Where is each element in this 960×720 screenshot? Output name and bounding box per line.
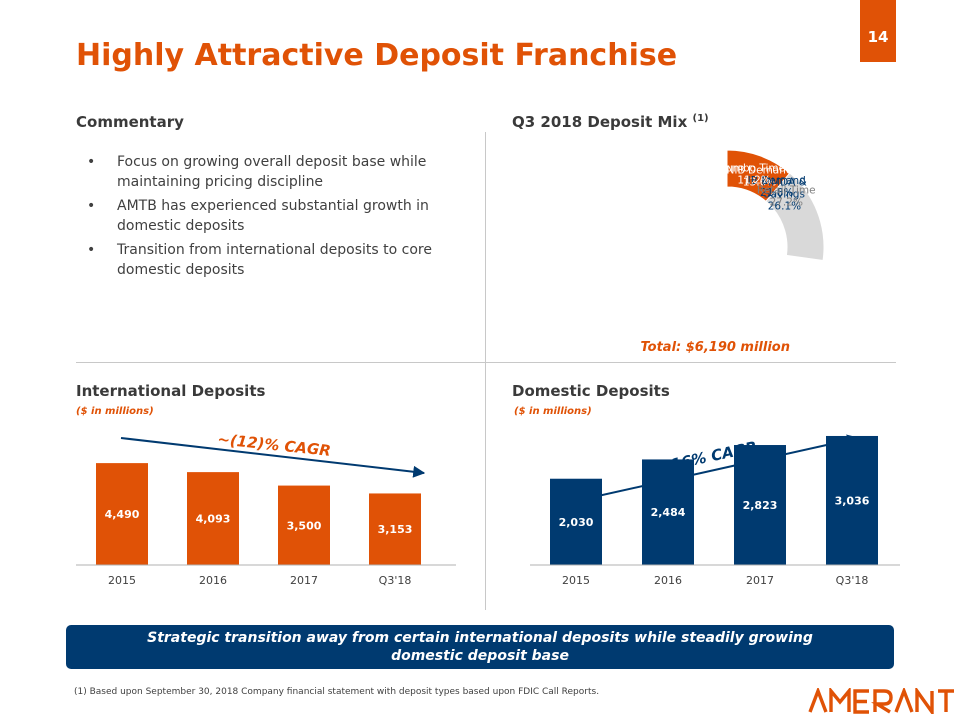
international-trend-arrow xyxy=(120,437,426,478)
deposit-mix-donut: NIB Demand 13.6%IB Demand 21.8%MMDA & Savin… xyxy=(722,149,825,262)
bar-category-label: Q3'18 xyxy=(836,574,869,587)
bar-category-label: 2015 xyxy=(108,574,136,587)
footnote: (1) Based upon September 30, 2018 Compan… xyxy=(74,687,600,697)
page-title: Highly Attractive Deposit Franchise xyxy=(76,38,678,73)
bar xyxy=(278,485,330,565)
bar-category-label: 2015 xyxy=(562,574,590,587)
international-heading: International Deposits xyxy=(76,382,266,400)
international-bar-chart: ~(12)% CAGR 4,49020154,09320163,50020173… xyxy=(76,430,456,587)
amerant-logo xyxy=(808,688,954,714)
bar-value-label: 3,153 xyxy=(378,523,413,536)
donut-slice-label: IB Demand 21.8% xyxy=(748,175,806,199)
donut-slice-label: Retail Time 27.2% xyxy=(757,185,816,209)
commentary-bullet: Focus on growing overall deposit base wh… xyxy=(86,152,446,192)
page-number: 14 xyxy=(860,0,896,62)
bar xyxy=(826,435,878,565)
commentary-bullets: Focus on growing overall deposit base wh… xyxy=(86,152,446,284)
donut-slice-label: Jumbo Time 11.2% xyxy=(722,162,785,186)
commentary-bullet: AMTB has experienced substantial growth … xyxy=(86,196,446,236)
domestic-heading: Domestic Deposits xyxy=(512,382,670,400)
bar xyxy=(734,445,786,565)
vertical-divider xyxy=(485,132,486,610)
bar-value-label: 2,484 xyxy=(651,506,686,519)
bar-value-label: 3,500 xyxy=(287,519,322,532)
commentary-heading: Commentary xyxy=(76,113,184,131)
horizontal-divider xyxy=(76,362,896,363)
bar-value-label: 3,036 xyxy=(835,494,870,507)
deposit-mix-total: Total: $6,190 million xyxy=(640,340,790,355)
domestic-unit: ($ in millions) xyxy=(514,406,592,417)
deposit-mix-footnote-ref: (1) xyxy=(692,113,709,124)
summary-banner: Strategic transition away from certain i… xyxy=(66,625,894,669)
bar xyxy=(550,478,602,565)
international-unit: ($ in millions) xyxy=(76,406,154,417)
bar-category-label: Q3'18 xyxy=(379,574,412,587)
bar-value-label: 4,093 xyxy=(196,513,231,526)
bar xyxy=(642,459,694,565)
donut-slice-label: NIB Demand 13.6% xyxy=(727,165,793,189)
bar-value-label: 2,823 xyxy=(743,499,778,512)
bar-category-label: 2017 xyxy=(746,574,774,587)
donut-slice-label: MMDA & Savings 26.1% xyxy=(762,176,807,212)
deposit-mix-heading-text: Q3 2018 Deposit Mix xyxy=(512,113,688,131)
donut-slice xyxy=(726,149,791,202)
bar-category-label: 2016 xyxy=(199,574,227,587)
bar xyxy=(187,472,239,565)
bar xyxy=(96,463,148,565)
summary-banner-text: Strategic transition away from certain i… xyxy=(147,630,813,664)
bar-value-label: 4,490 xyxy=(105,508,140,521)
domestic-trend-arrow xyxy=(561,434,860,505)
bar xyxy=(369,493,421,565)
commentary-bullet: Transition from international deposits t… xyxy=(86,240,446,280)
bar-category-label: 2016 xyxy=(654,574,682,587)
deposit-mix-heading: Q3 2018 Deposit Mix (1) xyxy=(512,113,709,131)
bar-value-label: 2,030 xyxy=(559,516,594,529)
domestic-bar-chart: ~16% CAGR 2,03020152,48420162,82320173,0… xyxy=(530,434,900,587)
bar-category-label: 2017 xyxy=(290,574,318,587)
